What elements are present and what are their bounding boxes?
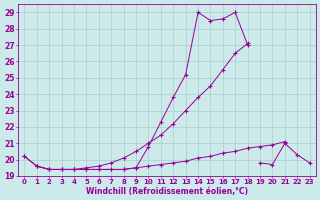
X-axis label: Windchill (Refroidissement éolien,°C): Windchill (Refroidissement éolien,°C): [86, 187, 248, 196]
